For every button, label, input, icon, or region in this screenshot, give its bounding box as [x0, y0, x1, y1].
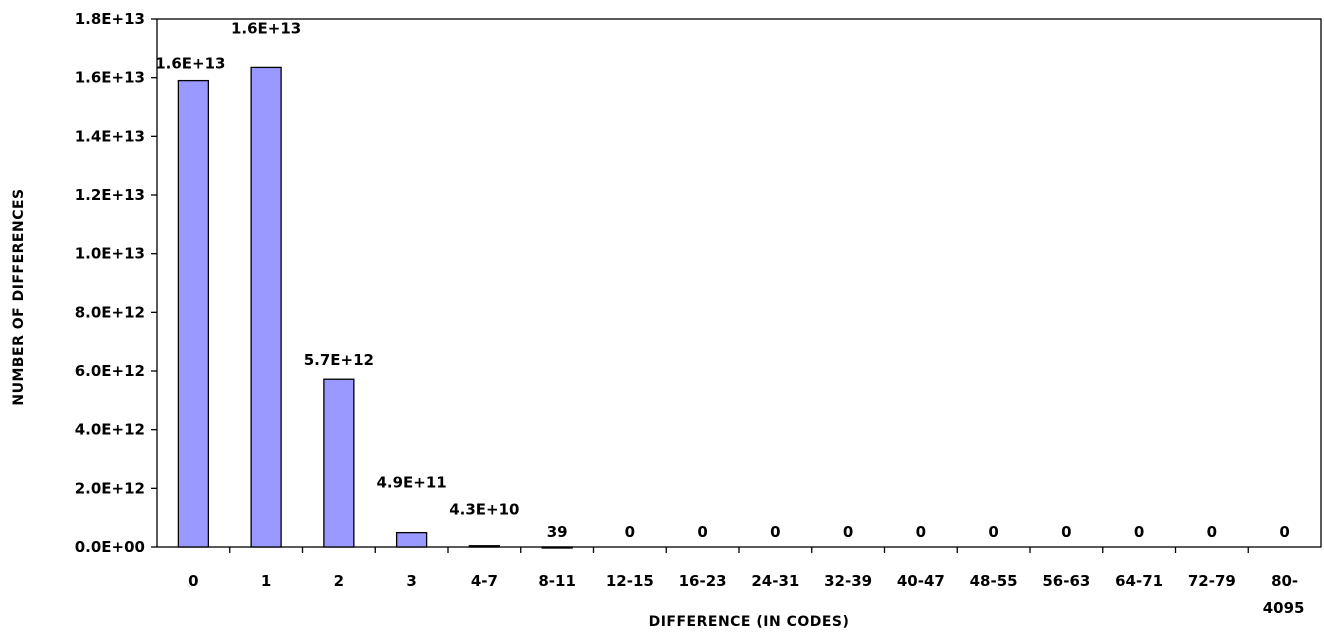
- bar: [177, 79, 210, 548]
- data-label: 0: [843, 523, 853, 541]
- x-tick-label-line: 40-47: [897, 572, 945, 590]
- x-tick-label: 12-15: [606, 572, 654, 590]
- bar: [468, 545, 501, 548]
- x-tick-label: 3: [406, 572, 416, 590]
- x-tick-label: 24-31: [751, 572, 799, 590]
- x-tick-label: 0: [188, 572, 198, 590]
- x-tick-label: 80- 4095: [1263, 572, 1305, 617]
- y-tick-label: 1.6E+13: [75, 69, 145, 87]
- data-label: 0: [1279, 523, 1289, 541]
- y-tick-label: 1.4E+13: [75, 127, 145, 145]
- y-tick-label: 4.0E+12: [75, 421, 145, 439]
- bar: [250, 66, 282, 548]
- x-tick-label-line: 4095: [1263, 599, 1305, 617]
- data-label: 0: [625, 523, 635, 541]
- x-tick-label: 2: [334, 572, 344, 590]
- y-tick-label: 8.0E+12: [75, 303, 145, 321]
- x-tick-label-line: 32-39: [824, 572, 872, 590]
- y-tick-label: 1.0E+13: [75, 245, 145, 263]
- x-tick-label-line: 80-: [1271, 572, 1298, 590]
- x-tick-label: 8-11: [538, 572, 576, 590]
- data-label: 0: [1134, 523, 1144, 541]
- x-tick-label: 1: [261, 572, 271, 590]
- bar: [541, 546, 573, 549]
- plot-area: 0.0E+00 2.0E+12 4.0E+12 6.0E+12 8.0E+12 1.0E+…: [75, 10, 1322, 617]
- data-label: 0: [697, 523, 707, 541]
- data-label: 0: [1207, 523, 1217, 541]
- y-tick-label: 6.0E+12: [75, 362, 145, 380]
- data-label: 1.6E+13: [155, 55, 225, 73]
- data-label: 1.6E+13: [231, 19, 301, 37]
- x-tick-label-line: 3: [406, 572, 416, 590]
- bar: [395, 531, 428, 548]
- x-tick-label-line: 56-63: [1042, 572, 1090, 590]
- y-tick-label: 1.8E+13: [75, 10, 145, 28]
- data-label: 5.7E+12: [304, 351, 374, 369]
- y-axis-title-group: NUMBER OF DIFFERENCES: [11, 188, 27, 405]
- x-tick-label: 64-71: [1115, 572, 1163, 590]
- x-tick-label: 16-23: [679, 572, 727, 590]
- data-label: 39: [547, 523, 568, 541]
- x-tick-label-line: 1: [261, 572, 271, 590]
- y-tick-label: 2.0E+12: [75, 479, 145, 497]
- data-label: 0: [770, 523, 780, 541]
- x-tick-label-line: 16-23: [679, 572, 727, 590]
- data-label: 4.9E+11: [376, 474, 446, 492]
- x-tick-label-line: 24-31: [751, 572, 799, 590]
- data-label: 0: [916, 523, 926, 541]
- y-axis-title: NUMBER OF DIFFERENCES: [11, 188, 27, 405]
- x-tick-label: 72-79: [1188, 572, 1236, 590]
- x-tick-label-line: 64-71: [1115, 572, 1163, 590]
- bar: [323, 378, 355, 548]
- x-tick-label-line: 12-15: [606, 572, 654, 590]
- x-tick-label: 32-39: [824, 572, 872, 590]
- x-tick-label-line: 72-79: [1188, 572, 1236, 590]
- x-tick-label: 56-63: [1042, 572, 1090, 590]
- y-tick-label: 0.0E+00: [75, 538, 145, 556]
- x-tick-label: 40-47: [897, 572, 945, 590]
- x-tick-label-line: 4-7: [471, 572, 498, 590]
- x-tick-label-line: 8-11: [538, 572, 576, 590]
- x-tick-label-line: 48-55: [970, 572, 1018, 590]
- data-label: 4.3E+10: [449, 501, 519, 519]
- x-tick-label-line: 0: [188, 572, 198, 590]
- x-axis-title: DIFFERENCE (IN CODES): [649, 614, 850, 630]
- y-tick-label: 1.2E+13: [75, 186, 145, 204]
- data-label: 0: [988, 523, 998, 541]
- x-tick-label: 4-7: [471, 572, 498, 590]
- data-label: 0: [1061, 523, 1071, 541]
- x-tick-label-line: 2: [334, 572, 344, 590]
- x-tick-label: 48-55: [970, 572, 1018, 590]
